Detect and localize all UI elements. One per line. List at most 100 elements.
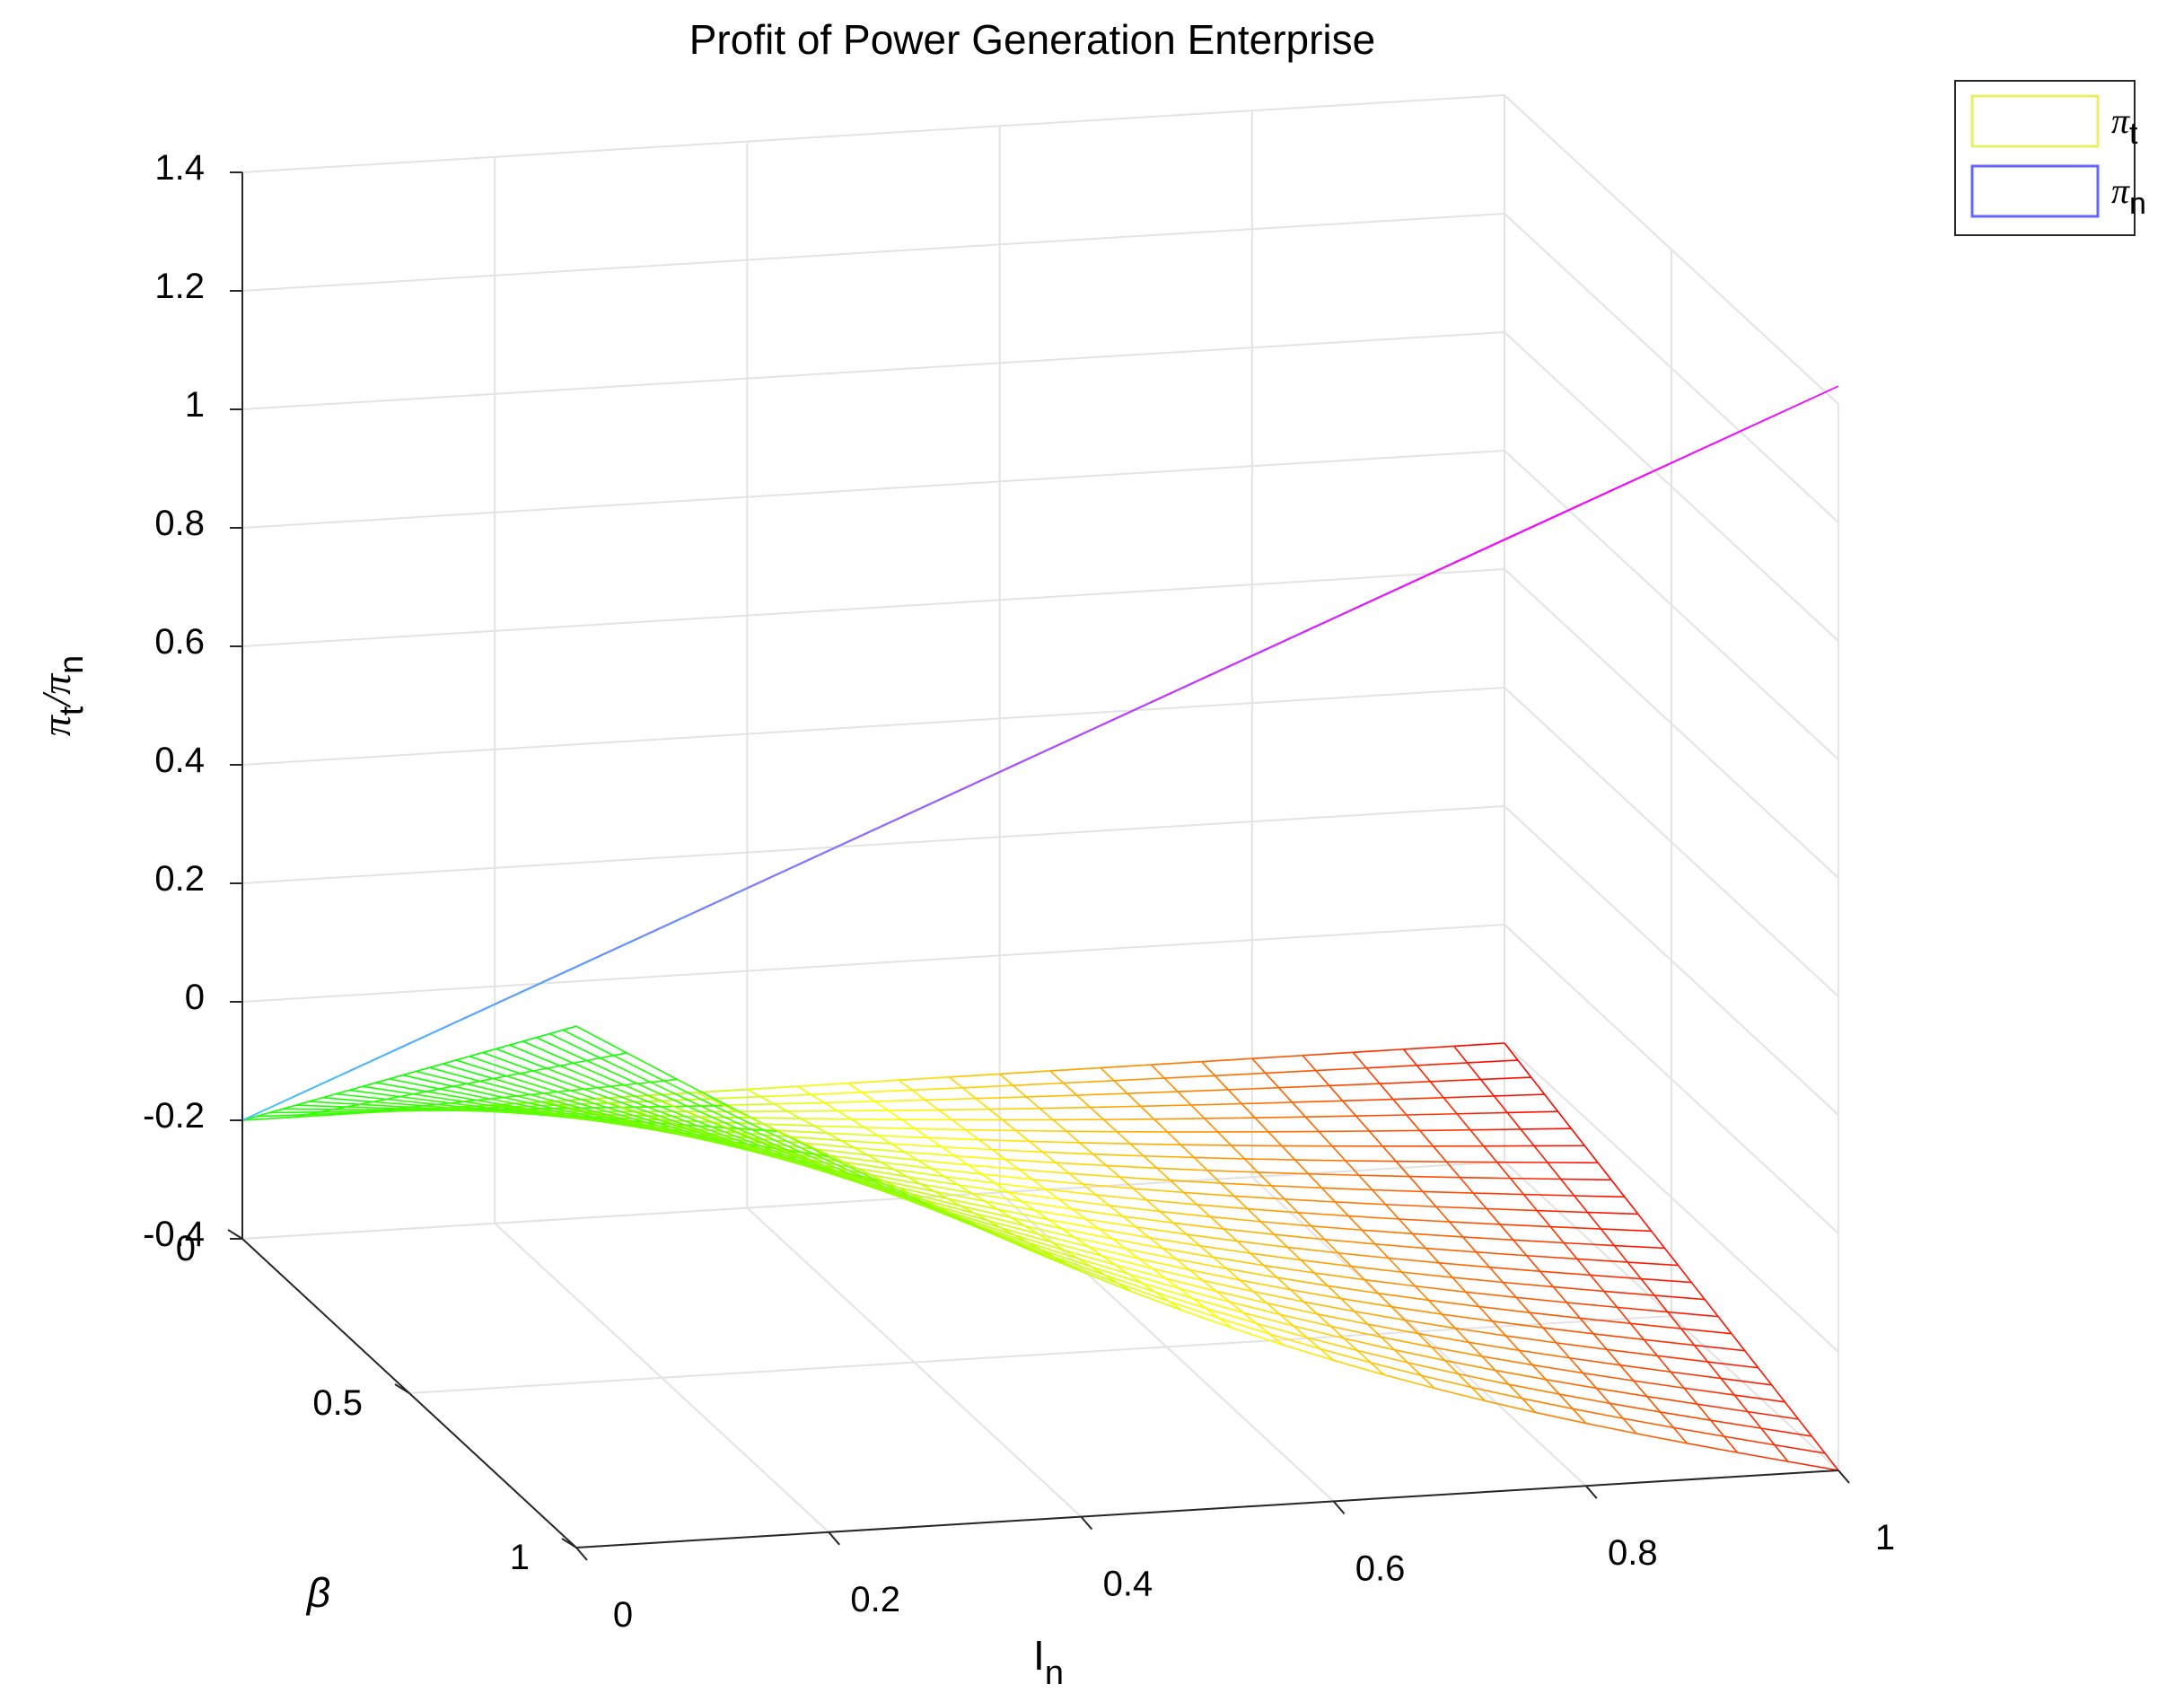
z-axis-label: πt/πn: [33, 655, 91, 737]
mesh-segment: [1118, 1176, 1134, 1189]
mesh-segment: [987, 1219, 1039, 1235]
mesh-segment: [795, 1162, 811, 1168]
mesh-segment: [1364, 1278, 1416, 1287]
mesh-segment: [729, 1140, 743, 1146]
mesh-segment: [748, 1144, 800, 1163]
mesh-segment: [1251, 1054, 1303, 1059]
surfaces: [241, 385, 1839, 1471]
mesh-segment: [1170, 1180, 1222, 1184]
mesh-segment: [1717, 434, 1732, 443]
mesh-segment: [1290, 1289, 1305, 1303]
mesh-segment: [1428, 1299, 1479, 1308]
mesh-segment: [1179, 1287, 1193, 1300]
mesh-segment: [1061, 1227, 1113, 1240]
mesh-segment: [1149, 1237, 1163, 1250]
mesh-segment: [1627, 1261, 1642, 1280]
mesh-segment: [383, 1108, 398, 1111]
mesh-segment: [1132, 1188, 1147, 1201]
mesh-segment: [1052, 1119, 1067, 1132]
mesh-segment: [1758, 1367, 1773, 1386]
mesh-segment: [1013, 1082, 1064, 1086]
mesh-segment: [1417, 1332, 1469, 1344]
mesh-segment: [1045, 1189, 1060, 1200]
mesh-segment: [802, 1152, 816, 1156]
mesh-segment: [806, 1158, 820, 1166]
mesh-segment: [747, 1088, 761, 1098]
mesh-segment: [913, 1201, 927, 1208]
mesh-segment: [881, 1161, 932, 1170]
back-wall-grid-line: [241, 331, 1505, 410]
mesh-segment: [1204, 1118, 1219, 1133]
z-axis-label-sub1: t: [53, 706, 91, 715]
mesh-segment: [1143, 1155, 1158, 1169]
mesh-segment: [1467, 1059, 1518, 1064]
mesh-segment: [305, 1083, 320, 1092]
mesh-segment: [348, 1085, 364, 1092]
mesh-segment: [948, 1076, 963, 1089]
mesh-segment: [1415, 1285, 1430, 1301]
mesh-segment: [521, 985, 536, 993]
z-tick-label: 0.4: [154, 741, 205, 780]
mesh-segment: [645, 1121, 659, 1124]
mesh-segment: [1118, 1282, 1170, 1303]
y-tick-mark: [394, 1383, 410, 1394]
mesh-segment: [1039, 1106, 1091, 1110]
mesh-segment: [399, 1095, 451, 1104]
mesh-segment: [413, 1091, 427, 1095]
mesh-segment: [1627, 1261, 1679, 1267]
mesh-segment: [975, 1098, 990, 1110]
mesh-segment: [1183, 1191, 1234, 1198]
mesh-segment: [1487, 1207, 1538, 1212]
mesh-segment: [1734, 1394, 1785, 1403]
mesh-segment: [1079, 1142, 1131, 1145]
mesh-segment: [893, 1169, 908, 1178]
mesh-segment: [1254, 1117, 1269, 1133]
mesh-segment: [859, 1180, 874, 1187]
mesh-segment: [1220, 1182, 1235, 1197]
mesh-segment: [1453, 556, 1468, 564]
mesh-segment: [990, 1231, 1042, 1250]
mesh-segment: [672, 1105, 687, 1112]
mesh-segment: [874, 1099, 925, 1102]
mesh-segment: [1088, 1246, 1140, 1259]
mesh-segment: [373, 1101, 424, 1107]
mesh-segment: [970, 1192, 1022, 1203]
mesh-segment: [802, 1152, 854, 1176]
mesh-segment: [455, 1059, 507, 1077]
mesh-segment: [684, 1124, 698, 1127]
mesh-segment: [1049, 1070, 1065, 1084]
mesh-segment: [546, 1067, 598, 1089]
mesh-segment: [1077, 1258, 1092, 1268]
mesh-segment: [1226, 1268, 1277, 1278]
mesh-segment: [1270, 1185, 1285, 1200]
mesh-segment: [607, 1107, 659, 1124]
mesh-segment: [1586, 1212, 1602, 1230]
mesh-segment: [1720, 1378, 1735, 1396]
mesh-segment: [1113, 712, 1128, 720]
mesh-segment: [1145, 1199, 1161, 1213]
mesh-segment: [1710, 1419, 1762, 1429]
mesh-segment: [443, 1107, 458, 1110]
mesh-segment: [1443, 1097, 1458, 1115]
mesh-segment: [609, 944, 623, 952]
mesh-segment: [1570, 1127, 1585, 1146]
mesh-segment: [402, 1070, 417, 1076]
mesh-segment: [1125, 1248, 1177, 1260]
mesh-segment: [1315, 619, 1330, 627]
mesh-segment: [977, 1224, 991, 1233]
mesh-segment: [1516, 1296, 1567, 1303]
mesh-segment: [1338, 1251, 1389, 1259]
mesh-segment: [1306, 1337, 1358, 1352]
mesh-segment: [636, 1081, 651, 1084]
back-wall-grid-line: [241, 94, 1505, 173]
mesh-segment: [1811, 391, 1826, 399]
mesh-segment: [1601, 1228, 1652, 1233]
mesh-segment: [1473, 1192, 1524, 1196]
mesh-segment: [1603, 1290, 1618, 1308]
mesh-segment: [1164, 1075, 1215, 1079]
mesh-segment: [997, 1208, 1049, 1221]
mesh-segment: [917, 1159, 932, 1170]
mesh-segment: [1774, 1443, 1826, 1454]
mesh-segment: [293, 1113, 344, 1119]
mesh-segment: [1163, 689, 1179, 697]
